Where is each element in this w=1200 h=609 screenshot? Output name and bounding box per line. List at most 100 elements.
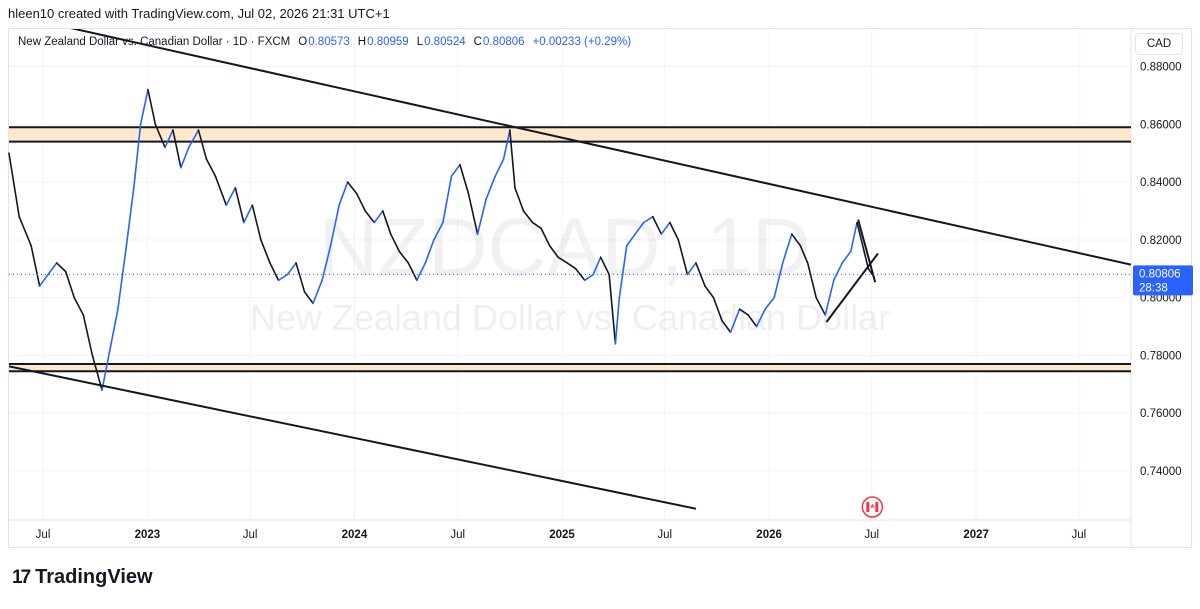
price-segment: [861, 244, 870, 270]
trendlines: [9, 29, 1131, 510]
flag-leaf: [870, 503, 875, 508]
y-tick-label: 0.84000: [1140, 177, 1182, 189]
price-segment: [485, 175, 496, 201]
price-segment: [540, 227, 551, 247]
price-segment: [8, 152, 21, 218]
y-tick-label: 0.78000: [1140, 350, 1182, 362]
price-segment: [214, 175, 228, 206]
watermark-name: New Zealand Dollar vs. Canadian Dollar: [250, 297, 890, 338]
last-price-tag-bg: [1133, 265, 1193, 296]
price-segment: [424, 239, 435, 264]
price-segment: [642, 215, 654, 224]
price-segment: [416, 262, 427, 282]
price-segment: [522, 210, 534, 224]
price-segment: [172, 129, 182, 169]
price-segment: [125, 187, 135, 247]
price-segment: [514, 187, 525, 212]
price-segment: [599, 256, 610, 276]
price-segment: [583, 273, 595, 282]
price-segment: [260, 239, 271, 264]
price-segment: [117, 244, 128, 310]
symbol-legend: New Zealand Dollar vs. Canadian Dollar ·…: [18, 36, 631, 48]
price-segment: [64, 270, 76, 299]
flag-band-left: [866, 502, 870, 512]
price-segment: [442, 175, 453, 224]
price-segment: [849, 221, 858, 253]
y-tick-label: 0.88000: [1140, 62, 1182, 74]
price-segment: [856, 221, 864, 247]
zone-fill: [9, 364, 1131, 372]
price-segment: [321, 244, 332, 282]
price-segment: [695, 262, 706, 287]
price-segment: [55, 262, 67, 273]
bar-countdown: 28:38: [1139, 282, 1168, 294]
price-segment: [346, 181, 358, 195]
ohlc-high: H0.80959: [357, 36, 409, 48]
tradingview-brand: 17 TradingView: [12, 566, 153, 589]
trendline: [857, 219, 877, 283]
price-segment: [373, 210, 384, 224]
ohlc-open: O0.80573: [298, 36, 350, 48]
price-segment: [234, 187, 245, 224]
price-segment: [73, 296, 85, 316]
price-segment: [867, 267, 874, 276]
price-change: +0.00233 (+0.29%): [532, 36, 632, 48]
price-segment: [625, 233, 637, 247]
price-segment: [738, 308, 749, 316]
watermark-ticker: NZDCAD, 1D: [319, 202, 811, 293]
x-tick-label: 2023: [135, 529, 161, 541]
price-segment: [634, 221, 645, 235]
price-segment: [277, 273, 289, 282]
trendline: [70, 29, 1131, 266]
price-segment: [459, 163, 470, 195]
price-segment: [704, 285, 715, 299]
price-segment: [91, 354, 103, 391]
y-tick-label: 0.86000: [1140, 119, 1182, 131]
price-segment: [509, 129, 516, 189]
price-segment: [608, 273, 617, 345]
last-price-value: 0.80806: [1139, 268, 1181, 280]
canada-flag-icon[interactable]: [861, 496, 884, 518]
price-segment: [467, 192, 479, 235]
price-segment: [303, 291, 314, 305]
price-segment: [502, 129, 511, 160]
price-segment: [18, 215, 32, 247]
x-tick-label: Jul: [657, 529, 672, 541]
price-segment: [139, 88, 149, 126]
price-segment: [531, 221, 542, 230]
price-segment: [164, 129, 174, 149]
y-tick-label: 0.76000: [1140, 408, 1182, 420]
price-segment: [269, 262, 280, 282]
price-segment: [799, 244, 809, 264]
price-segment: [154, 123, 166, 149]
price-segment: [781, 233, 793, 264]
x-tick-label: Jul: [864, 529, 879, 541]
price-segment: [618, 244, 628, 299]
price-segment: [38, 273, 49, 287]
grid: [9, 29, 1132, 548]
price-segment: [566, 262, 577, 270]
trendline: [9, 365, 697, 510]
price-segment: [225, 187, 237, 206]
last-price-tag: 0.80806 28:38: [1133, 265, 1193, 296]
price-segment: [243, 204, 254, 224]
price-segment: [286, 262, 297, 276]
price-segment: [476, 198, 487, 235]
symbol-description[interactable]: New Zealand Dollar vs. Canadian Dollar ·…: [18, 36, 291, 48]
price-segment: [764, 296, 776, 310]
ohlc-close: C0.80806: [473, 36, 525, 48]
price-segment: [773, 262, 784, 299]
price-segment: [614, 296, 621, 345]
symbol-watermark: NZDCAD, 1D New Zealand Dollar vs. Canadi…: [250, 202, 890, 338]
attribution-text: hleen10 created with TradingView.com, Ju…: [8, 6, 390, 21]
price-segment: [109, 308, 119, 348]
price-segment: [205, 158, 217, 178]
price-segment: [755, 308, 766, 328]
price-segment: [338, 181, 349, 206]
price-segment: [652, 215, 663, 235]
price-segment: [815, 296, 827, 316]
currency-button[interactable]: CAD: [1135, 33, 1183, 55]
price-segment: [407, 262, 418, 282]
price-segment: [30, 244, 41, 287]
